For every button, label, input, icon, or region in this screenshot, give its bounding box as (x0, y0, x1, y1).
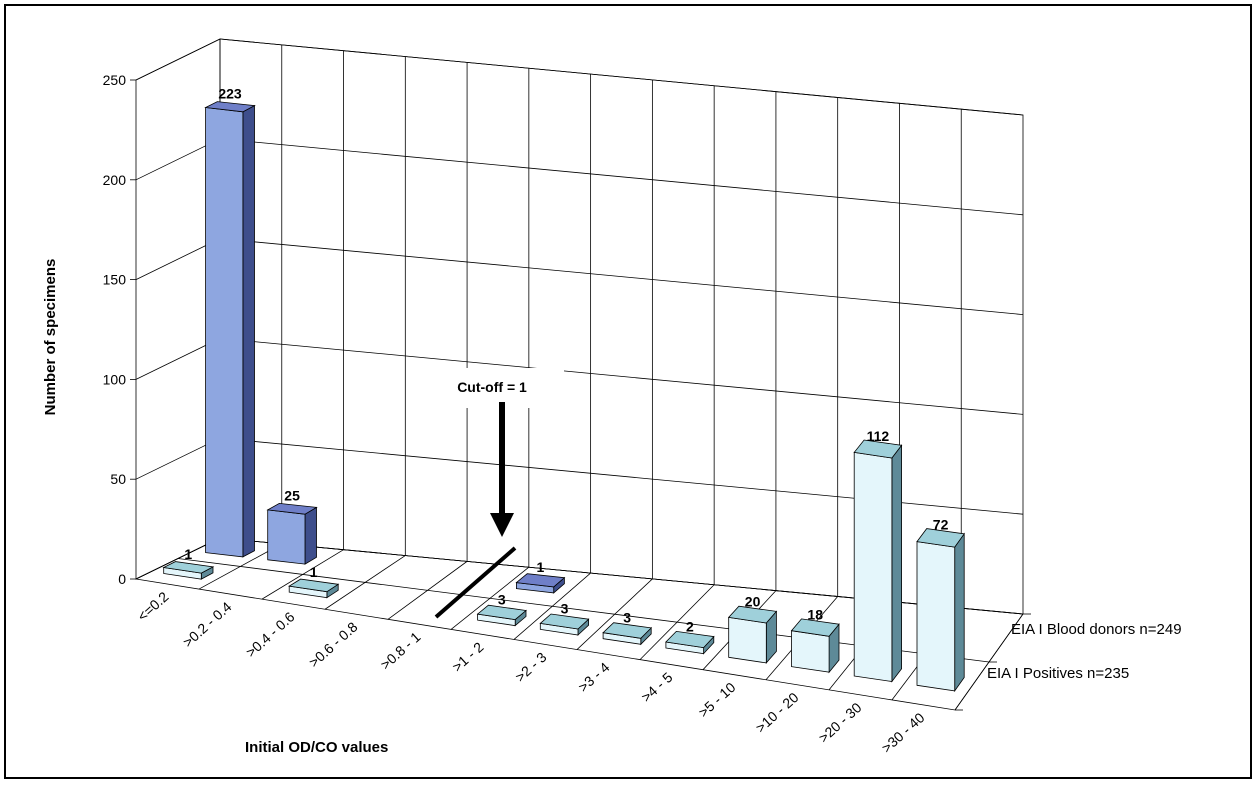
bar (853, 439, 903, 683)
x-axis-label: Initial OD/CO values (245, 739, 388, 756)
bar-side (242, 104, 255, 558)
data-label: 18 (807, 606, 823, 622)
gridline-back (219, 38, 1024, 116)
bar-top (204, 101, 256, 113)
bar-front (728, 616, 767, 664)
data-label: 223 (218, 86, 242, 102)
bar-top (665, 630, 715, 649)
data-label: 3 (498, 591, 506, 607)
data-label: 25 (284, 488, 300, 504)
y-tick-label: 200 (103, 172, 127, 188)
data-label: 1 (537, 559, 545, 575)
bar-side (891, 444, 902, 683)
bar (727, 605, 778, 664)
cutoff-annotation: Cut-off = 1 (457, 379, 527, 395)
bar-top (288, 578, 340, 593)
bar-top (162, 561, 215, 574)
bar-top (853, 439, 903, 459)
y-tick-label: 50 (110, 471, 126, 487)
data-labels-layer: 1 1 3 3 3 2 20 18 112 72 223 25 1 (184, 86, 948, 635)
bar (266, 502, 318, 565)
bar-top (790, 618, 840, 637)
gridline-back (219, 138, 1024, 216)
bar (790, 618, 840, 674)
bar-front (791, 630, 830, 673)
gridline-back (219, 338, 1024, 415)
bar (539, 613, 590, 636)
bar-front (267, 509, 306, 565)
bar (476, 604, 527, 627)
y-tick-label: 150 (103, 272, 127, 288)
data-label: 3 (561, 600, 569, 616)
data-label: 72 (933, 517, 949, 533)
bar-front (205, 107, 244, 558)
bar (162, 561, 215, 580)
y-tick-label: 0 (118, 571, 126, 587)
data-label: 20 (745, 593, 761, 609)
bar-top (539, 613, 590, 630)
data-label: 2 (686, 618, 694, 634)
data-label: 112 (867, 428, 890, 444)
gridline-back (219, 238, 1024, 315)
series-label-blood-donors: EIA I Blood donors n=249 (1011, 621, 1182, 638)
bar-top (476, 604, 527, 621)
bar-top (916, 528, 965, 548)
bar (515, 573, 566, 594)
bar-top (515, 573, 566, 588)
bar-side (954, 532, 965, 693)
y-axis-label: Number of specimens (42, 259, 59, 416)
bar (288, 578, 340, 599)
bar (602, 622, 653, 646)
bar-front (916, 541, 956, 692)
chart-frame (4, 4, 1252, 779)
bar (916, 528, 965, 693)
bar-side (304, 506, 317, 565)
cutoff-arrow-head (490, 513, 514, 537)
cutoff-callout-box (432, 368, 564, 408)
bar (665, 630, 715, 655)
bar (204, 101, 256, 558)
data-label: 1 (310, 564, 318, 580)
data-label: 1 (184, 546, 192, 562)
y-tick-label: 250 (103, 72, 127, 88)
bar-top (727, 605, 778, 624)
gridline-side (135, 38, 221, 81)
bars-layer (162, 101, 965, 693)
bar-top (266, 502, 318, 515)
bar-front (853, 451, 893, 682)
data-label: 3 (623, 609, 631, 625)
cutoff-line (434, 546, 517, 619)
bar-top (602, 622, 653, 639)
y-axis-ticks: 0 50 100 150 200 250 (103, 72, 136, 587)
y-tick-label: 100 (103, 371, 127, 387)
series-label-positives: EIA I Positives n=235 (987, 665, 1129, 682)
annotation-layer: Cut-off = 1 (432, 368, 564, 619)
